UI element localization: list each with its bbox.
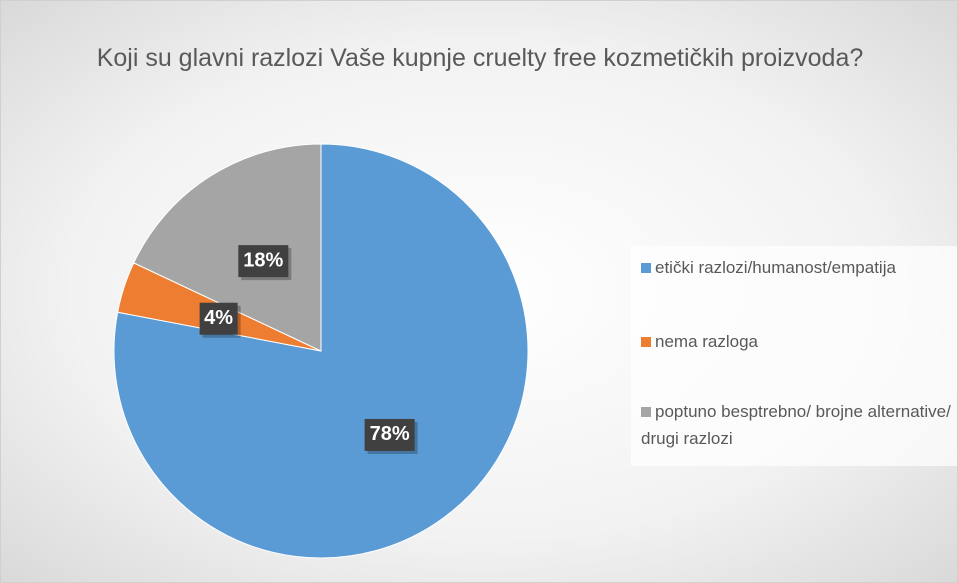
data-label: 4% — [204, 307, 233, 329]
legend: etički razlozi/humanost/empatija nema raz… — [631, 246, 957, 466]
legend-swatch — [641, 407, 651, 417]
data-label-box — [364, 418, 415, 451]
data-label: 18% — [243, 249, 283, 271]
legend-entry: nema razloga — [641, 328, 951, 355]
pie-slice — [133, 143, 322, 352]
legend-label: etički razlozi/humanost/empatija — [655, 258, 896, 277]
data-label-box — [199, 302, 238, 335]
legend-swatch — [641, 263, 651, 273]
legend-swatch — [641, 337, 651, 347]
data-label: 78% — [370, 423, 410, 445]
data-label-box — [238, 245, 289, 278]
legend-entry: poptuno besptrebno/ brojne alternative/ … — [641, 398, 951, 452]
legend-label: poptuno besptrebno/ brojne alternative/ … — [641, 402, 951, 448]
legend-entry: etički razlozi/humanost/empatija — [641, 254, 951, 281]
chart-title: Koji su glavni razlozi Vaše kupnje cruel… — [96, 44, 864, 72]
legend-label: nema razloga — [655, 332, 759, 351]
